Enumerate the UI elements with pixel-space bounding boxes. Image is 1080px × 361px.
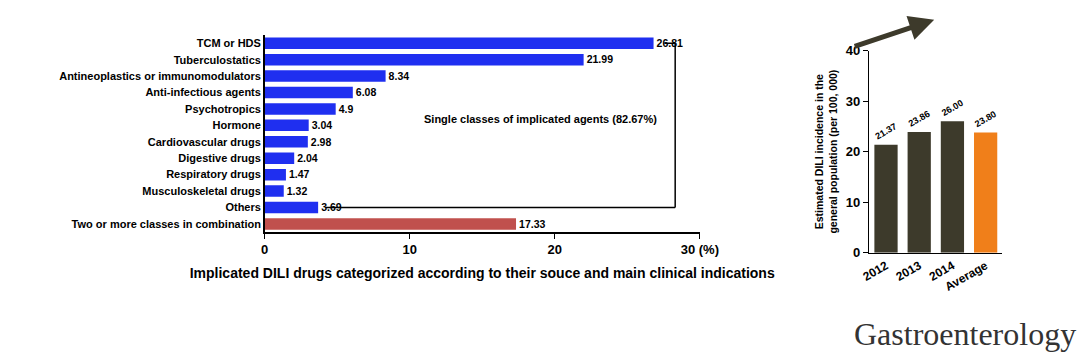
svg-text:Two or more classes in combina: Two or more classes in combination (72, 218, 262, 230)
svg-text:Others: Others (225, 201, 260, 213)
svg-text:Cardiovascular drugs: Cardiovascular drugs (148, 136, 261, 148)
svg-text:21.99: 21.99 (587, 53, 613, 65)
svg-text:2.98: 2.98 (311, 136, 332, 148)
svg-text:Tuberculostatics: Tuberculostatics (174, 54, 261, 66)
svg-text:21.37: 21.37 (873, 121, 898, 141)
svg-text:Digestive drugs: Digestive drugs (178, 152, 261, 164)
svg-text:4.9: 4.9 (339, 103, 354, 115)
svg-text:Average: Average (943, 258, 991, 294)
svg-text:Psychotropics: Psychotropics (185, 103, 261, 115)
svg-text:1.47: 1.47 (289, 168, 310, 180)
svg-text:3.04: 3.04 (312, 119, 333, 131)
svg-text:20: 20 (548, 242, 562, 257)
svg-text:3.69: 3.69 (321, 201, 342, 213)
svg-text:2013: 2013 (894, 258, 924, 284)
svg-text:26.00: 26.00 (940, 98, 965, 118)
svg-text:8.34: 8.34 (389, 70, 410, 82)
svg-text:10: 10 (846, 195, 860, 210)
svg-text:30: 30 (846, 94, 860, 109)
svg-text:Gastroenterology: Gastroenterology (854, 316, 1076, 352)
svg-text:2012: 2012 (860, 258, 890, 284)
svg-text:Respiratory drugs: Respiratory drugs (166, 168, 261, 180)
svg-text:Implicated DILI drugs categori: Implicated DILI drugs categorized accord… (190, 265, 775, 281)
svg-text:20: 20 (846, 144, 860, 159)
svg-text:10: 10 (402, 242, 416, 257)
svg-text:6.08: 6.08 (356, 86, 377, 98)
svg-text:Single classes of implicated a: Single classes of implicated agents (82.… (424, 113, 657, 125)
svg-text:1.32: 1.32 (287, 185, 308, 197)
svg-text:30 (%): 30 (%) (681, 242, 719, 257)
svg-text:17.33: 17.33 (519, 218, 545, 230)
svg-text:Estimated DILI incidence in th: Estimated DILI incidence in thegeneral p… (813, 70, 839, 234)
svg-text:Musculoskeletal drugs: Musculoskeletal drugs (142, 185, 261, 197)
svg-text:Hormone: Hormone (213, 119, 261, 131)
svg-text:Antineoplastics or immunomodul: Antineoplastics or immunomodulators (59, 70, 261, 82)
svg-text:0: 0 (261, 242, 268, 257)
svg-text:2.04: 2.04 (297, 152, 318, 164)
svg-text:40: 40 (846, 43, 860, 58)
svg-text:Anti-infectious agents: Anti-infectious agents (145, 86, 261, 98)
svg-text:23.86: 23.86 (907, 109, 932, 129)
svg-text:26.81: 26.81 (657, 37, 683, 49)
svg-text:23.80: 23.80 (973, 109, 998, 129)
svg-text:0: 0 (853, 245, 860, 260)
svg-text:TCM or HDS: TCM or HDS (197, 37, 261, 49)
svg-text:2014: 2014 (927, 258, 957, 284)
